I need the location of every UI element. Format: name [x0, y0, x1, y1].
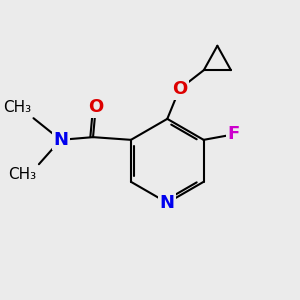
Text: F: F [227, 125, 239, 143]
Text: N: N [53, 131, 68, 149]
Text: CH₃: CH₃ [8, 167, 36, 182]
Text: O: O [88, 98, 103, 116]
Text: CH₃: CH₃ [3, 100, 31, 116]
Text: N: N [160, 194, 175, 212]
Text: O: O [172, 80, 187, 98]
